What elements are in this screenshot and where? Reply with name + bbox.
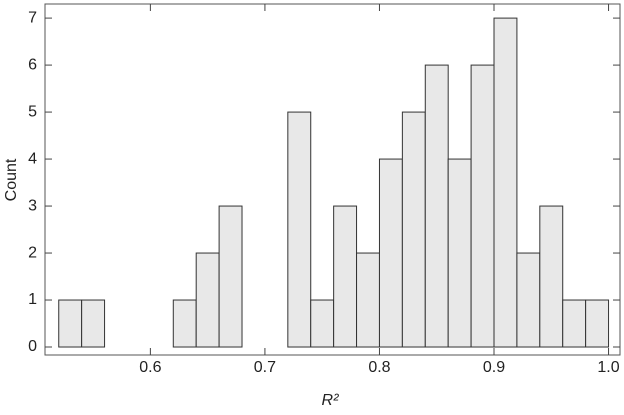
bar: [378, 158, 403, 348]
bar: [356, 252, 380, 348]
x-tick-label: 0.8: [368, 359, 390, 376]
bar: [516, 252, 541, 348]
bar: [172, 299, 197, 348]
bar: [585, 299, 610, 348]
bar: [493, 17, 518, 348]
bar: [195, 252, 220, 348]
y-tick-label: 2: [28, 244, 37, 261]
bar: [310, 299, 335, 348]
bar: [424, 64, 449, 348]
x-tick-label: 0.6: [139, 359, 161, 376]
x-axis-label: R²: [322, 392, 340, 409]
y-tick-label: 1: [28, 291, 37, 308]
bar: [562, 299, 587, 348]
bar: [81, 299, 106, 348]
bar: [287, 111, 312, 348]
x-tick-label: 0.9: [483, 359, 505, 376]
y-tick-label: 5: [28, 103, 37, 120]
bar: [333, 205, 358, 348]
bar: [539, 205, 564, 348]
x-tick-label: 1.0: [597, 359, 619, 376]
y-tick-label: 3: [28, 197, 37, 214]
x-tick-label: 0.7: [254, 359, 276, 376]
y-axis-label: Count: [3, 158, 20, 201]
y-tick-label: 0: [28, 338, 37, 355]
bar: [447, 158, 472, 348]
y-tick-label: 4: [28, 150, 37, 167]
bar: [401, 111, 426, 348]
bar: [218, 205, 243, 348]
bar: [58, 299, 83, 348]
bar: [470, 64, 495, 348]
y-tick-label: 7: [28, 9, 37, 26]
y-tick-label: 6: [28, 56, 37, 73]
plot-frame: [44, 3, 621, 356]
